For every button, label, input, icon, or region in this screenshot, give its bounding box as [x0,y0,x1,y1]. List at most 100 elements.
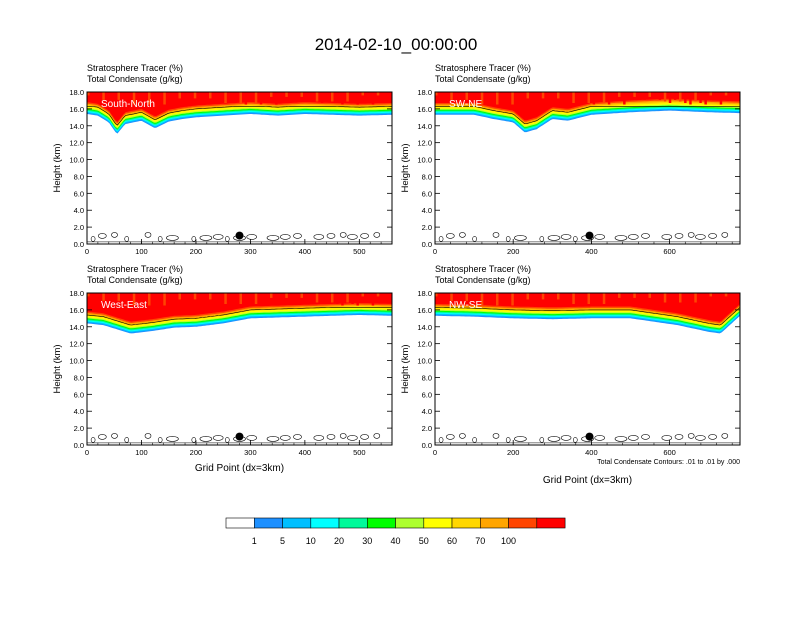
tracer-stripe [356,92,359,105]
y-tick-label: 4.0 [74,407,84,416]
y-tick-label: 10.0 [69,156,84,165]
tracer-stripe [694,293,697,303]
condensate-contour [279,234,291,240]
tracer-contour-line [435,106,740,125]
condensate-contour [572,236,578,242]
condensate-contour [225,437,230,443]
tracer-level-11 [435,293,740,322]
tracer-stripe [290,293,293,300]
tracer-stripe [386,293,390,300]
tracer-stripe [305,92,309,99]
tracer-stripe [623,293,626,306]
tracer-stripe [612,92,616,96]
x-tick-label: 0 [85,247,89,256]
y-tick-label: 0.0 [74,240,84,249]
y-axis-label: Height (km) [52,143,63,192]
tracer-stripe [729,92,733,97]
x-tick-label: 0 [85,448,89,457]
colorbar-swatch [423,517,453,529]
subtitle-condensate: Total Condensate (g/kg) [435,74,531,84]
x-tick-label: 600 [663,448,676,457]
condensate-contour [514,235,527,241]
tracer-stripe [435,92,438,96]
condensate-contour [547,235,561,241]
y-tick-label: 10.0 [417,156,432,165]
condensate-contour [98,233,107,239]
condensate-contour [124,236,129,242]
tracer-level-11 [87,293,392,322]
x-tick-label: 400 [585,448,598,457]
panels: Stratosphere Tracer (%)Total Condensate … [52,63,741,486]
tracer-stripe [97,293,100,300]
y-tick-label: 12.0 [417,139,432,148]
condensate-contour [90,236,96,242]
tracer-stripe [577,92,580,100]
tracer-stripe [97,92,100,99]
tracer-stripe [153,92,156,96]
tracer-stripe [663,293,667,303]
condensate-contour [661,234,673,240]
tracer-stripe [315,293,319,303]
tracer-stripe [92,293,95,298]
y-tick-label: 12.0 [69,340,84,349]
tracer-stripe [249,293,253,297]
condensate-contour [339,232,347,238]
condensate-contour [293,233,302,239]
tracer-stripe [112,92,115,99]
x-axis-label: Grid Point (dx=3km) [543,475,632,486]
tracer-stripe [521,293,524,298]
y-tick-label: 14.0 [417,323,432,332]
tracer-stripe [376,293,380,297]
tracer-stripe [188,293,192,298]
tracer-stripe [320,293,324,304]
tracer-stripe [668,293,672,304]
y-tick-label: 0.0 [74,441,84,450]
tracer-stripe [729,293,733,298]
tracer-stripe [541,293,545,300]
tracer-stripe [168,293,171,297]
tracer-stripe [440,293,443,298]
tracer-stripe [188,92,192,97]
contour-note: Total Condensate Contours: .01 to .01 by… [597,459,740,466]
condensate-contour [144,433,152,439]
tracer-stripe [219,293,222,303]
tracer-stripe [618,92,621,97]
tracer-stripe [264,293,268,297]
tracer-stripe [366,293,370,298]
tracer-contour-line [87,106,392,126]
tracer-stripe [612,293,616,297]
condensate-contour [199,235,213,241]
condensate-contour [157,437,163,443]
condensate-contour [98,434,107,440]
tracer-stripe [546,92,550,100]
tracer-stripe [173,293,176,298]
panel-label: SW-NE [449,99,482,110]
tracer-stripe [658,92,662,100]
tracer-stripe [496,92,499,105]
tracer-stripe [679,92,682,102]
condensate-contour [505,236,511,242]
condensate-contour [111,232,118,238]
condensate-contour [572,437,578,443]
tracer-stripe [709,293,712,297]
y-tick-label: 18.0 [69,289,84,298]
tracer-stripe [102,92,105,100]
tracer-stripe [470,293,474,303]
tracer-stripe [709,92,712,96]
tracer-stripe [511,92,514,105]
colorbar-swatch [536,517,566,529]
tracer-stripe [628,293,631,297]
panel-2: Stratosphere Tracer (%)Total Condensate … [400,63,741,256]
tracer-stripe [249,92,253,96]
tracer-stripe [633,92,636,97]
tracer-stripe [229,92,232,100]
tracer-stripe [607,293,611,306]
tracer-stripe [371,293,375,306]
colorbar-swatch [282,517,312,529]
condensate-contour [360,434,369,440]
tracer-stripe [648,293,651,298]
tracer-stripe [470,92,474,102]
tracer-stripe [623,92,626,105]
subtitle-tracer: Stratosphere Tracer (%) [435,63,531,73]
tracer-stripe [300,92,303,97]
